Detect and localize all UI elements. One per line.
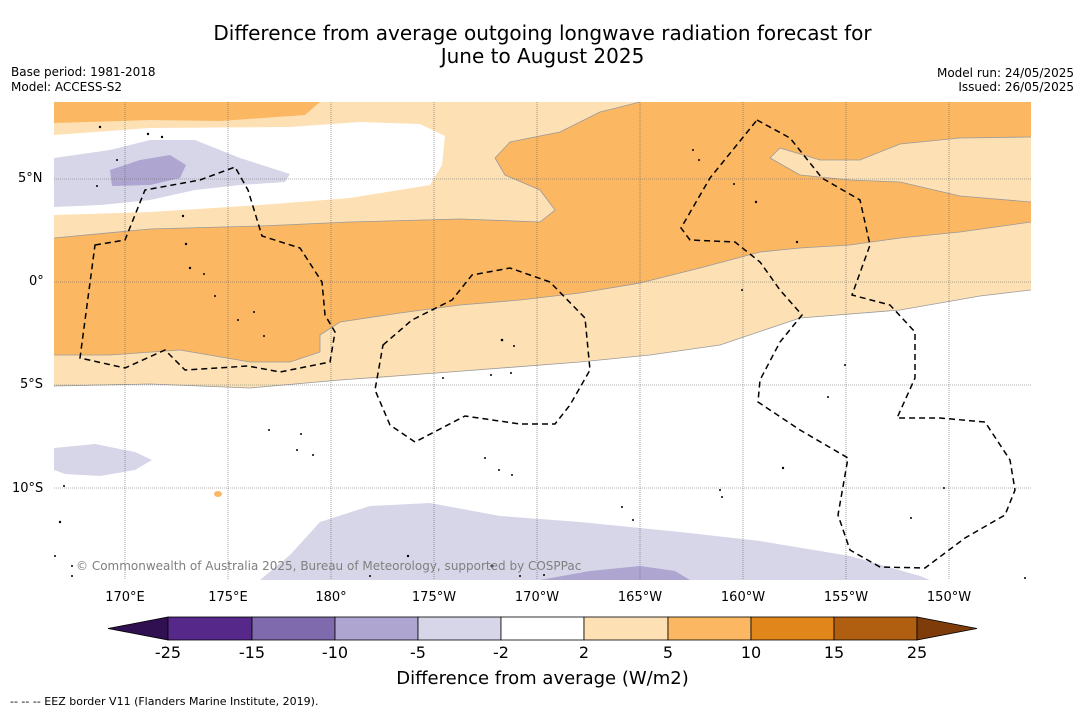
lat-tick-5n: 5°N <box>18 171 43 186</box>
colorbar-segment-8 <box>750 616 835 641</box>
lat-tick-5s: 5°S <box>20 377 44 392</box>
colorbar-tick: -5 <box>410 643 426 662</box>
anomaly-map <box>54 102 1031 580</box>
eez-borders <box>79 119 1016 569</box>
model-run: Model run: 24/05/2025 <box>936 66 1074 80</box>
colorbar-segment-3 <box>334 616 419 641</box>
lon-tick-160w: 160°W <box>720 590 766 605</box>
colorbar-tick: 5 <box>662 643 674 662</box>
map-title-line1: Difference from average outgoing longwav… <box>213 21 872 45</box>
eez-legend-note: -- -- -- EEZ border V11 (Flanders Marine… <box>10 695 319 708</box>
colorbar-tick: -2 <box>493 643 509 662</box>
lon-tick-175w: 175°W <box>411 590 457 605</box>
colorbar <box>107 616 978 641</box>
lat-tick-10s: 10°S <box>12 481 44 496</box>
colorbar-tick: -25 <box>154 643 182 662</box>
anomaly-band-lavender-south <box>260 503 930 580</box>
map-title-line2: June to August 2025 <box>440 44 645 68</box>
colorbar-segment-2 <box>251 616 336 641</box>
anomaly-spot-orange <box>214 491 222 497</box>
anomaly-band-lavender-west <box>54 444 152 476</box>
colorbar-tick: 10 <box>740 643 762 662</box>
anomaly-band-purple-north <box>110 155 186 186</box>
base-period: Base period: 1981-2018 <box>11 65 156 79</box>
graticule <box>54 102 1031 580</box>
colorbar-tick: -10 <box>321 643 349 662</box>
lon-tick-165w: 165°W <box>617 590 663 605</box>
colorbar-segment-9 <box>833 616 918 641</box>
colorbar-segment-5 <box>500 616 585 641</box>
anomaly-band-orange-main <box>54 102 1031 362</box>
colorbar-tick: 2 <box>578 643 590 662</box>
colorbar-tick: 25 <box>906 643 928 662</box>
lon-tick-175e: 175°E <box>208 590 248 605</box>
model-name: Model: ACCESS-S2 <box>11 80 123 94</box>
island-markers <box>54 125 1026 579</box>
colorbar-tick: -15 <box>238 643 266 662</box>
colorbar-extend-low <box>107 616 169 641</box>
colorbar-segment-1 <box>167 616 253 641</box>
anomaly-band-orange-top <box>54 102 320 123</box>
lon-tick-180: 180° <box>315 590 347 605</box>
anomaly-band-purple-south <box>540 566 690 580</box>
colorbar-extend-high <box>916 616 978 641</box>
contour-lines <box>54 102 1031 389</box>
colorbar-segment-6 <box>583 616 669 641</box>
copyright-notice: © Commonwealth of Australia 2025, Bureau… <box>76 559 582 573</box>
issued-date: Issued: 26/05/2025 <box>958 80 1074 94</box>
colorbar-segment-4 <box>417 616 502 641</box>
lon-tick-150w: 150°W <box>926 590 972 605</box>
colorbar-segment-7 <box>667 616 752 641</box>
lon-tick-155w: 155°W <box>823 590 869 605</box>
colorbar-tick: 15 <box>823 643 845 662</box>
lat-tick-0: 0° <box>29 274 44 289</box>
colorbar-label: Difference from average (W/m2) <box>396 668 689 689</box>
lon-tick-170e: 170°E <box>105 590 145 605</box>
lon-tick-170w: 170°W <box>514 590 560 605</box>
